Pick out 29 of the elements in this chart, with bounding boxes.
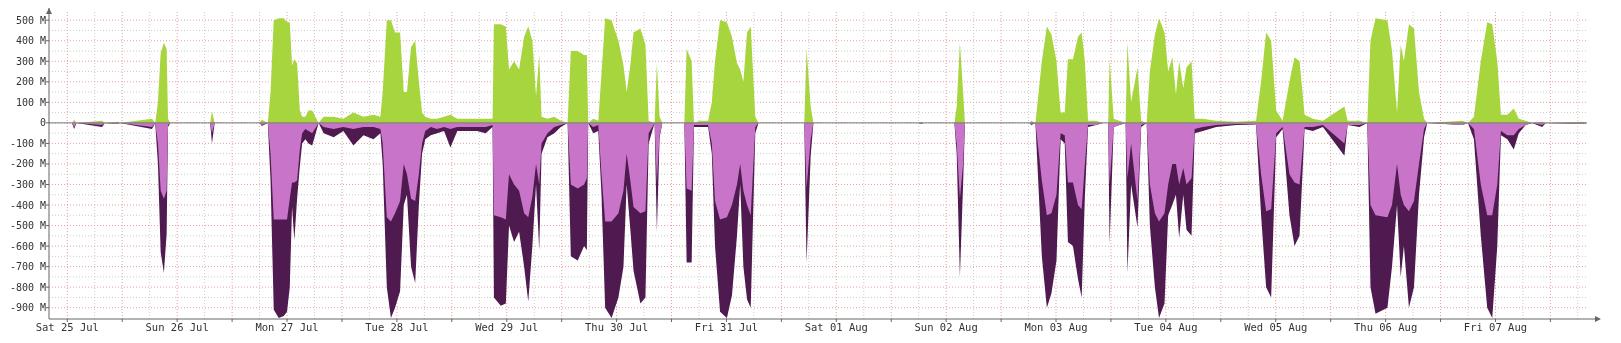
y-tick-label: -600 M [9, 240, 46, 252]
y-tick-label: -300 M [9, 178, 46, 190]
x-tick-label: Sat 01 Aug [804, 321, 868, 333]
x-tick-label: Thu 06 Aug [1353, 321, 1418, 333]
y-tick-label: -500 M [9, 220, 46, 232]
y-tick-label: 0 [39, 117, 46, 129]
y-tick-label: 200 M [15, 76, 46, 88]
x-tick-label: Tue 04 Aug [1134, 321, 1198, 333]
y-tick-label: -200 M [9, 158, 46, 170]
x-tick-label: Tue 28 Jul [365, 321, 429, 333]
y-tick-label: -700 M [9, 261, 46, 273]
y-tick-label: 300 M [15, 55, 46, 67]
x-tick-label: Thu 30 Jul [584, 321, 649, 333]
x-tick-label: Fri 31 Jul [694, 321, 759, 333]
x-tick-label: Wed 29 Jul [475, 321, 539, 333]
y-tick-label: -800 M [9, 281, 46, 293]
y-tick-label: -900 M [9, 302, 46, 314]
x-tick-label: Mon 27 Jul [255, 321, 319, 333]
y-tick-label: -100 M [9, 137, 46, 149]
x-tick-label: Wed 05 Aug [1244, 321, 1308, 333]
y-tick-label: 400 M [15, 35, 46, 47]
x-tick-label: Fri 07 Aug [1463, 321, 1528, 333]
x-tick-label: Sat 25 Jul [35, 321, 99, 333]
x-tick-label: Sun 26 Jul [145, 321, 209, 333]
x-tick-label: Mon 03 Aug [1024, 321, 1088, 333]
y-tick-label: -400 M [9, 199, 46, 211]
y-tick-label: 100 M [15, 96, 46, 108]
x-tick-label: Sun 02 Aug [914, 321, 978, 333]
y-tick-label: 500 M [15, 14, 46, 26]
